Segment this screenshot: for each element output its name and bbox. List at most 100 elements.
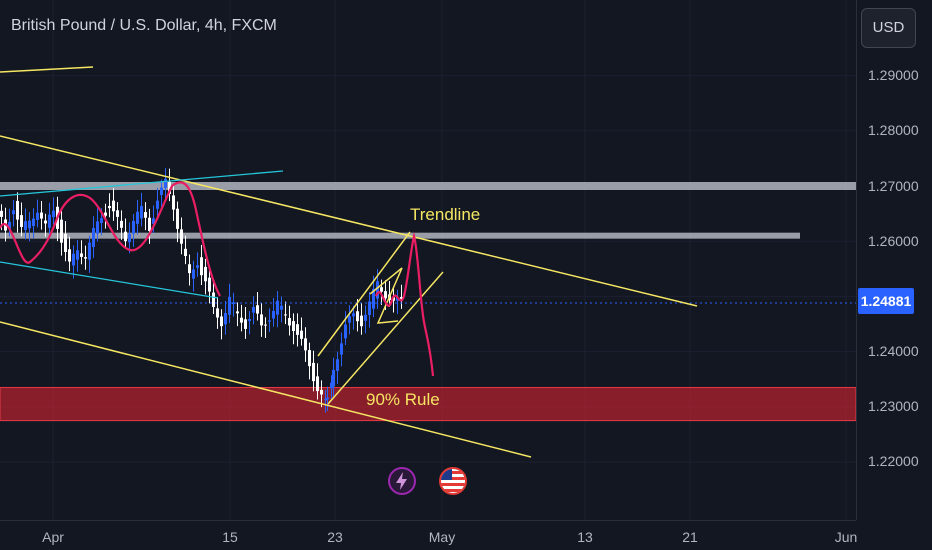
- candle-body: [24, 221, 27, 230]
- trendline-label[interactable]: Trendline: [410, 205, 481, 224]
- top-left-trendline: [0, 66, 94, 73]
- candle-body: [84, 257, 87, 259]
- candle-body: [32, 218, 35, 227]
- drawing-tools[interactable]: [0, 66, 856, 458]
- candle-body: [36, 212, 39, 220]
- candle-body: [148, 217, 151, 231]
- candle-body: [236, 311, 239, 314]
- candle-body: [392, 297, 395, 301]
- candle-body: [308, 350, 311, 367]
- price-tick-label: 1.27000: [868, 178, 919, 194]
- price-tick-label: 1.29000: [868, 67, 919, 83]
- candle-body: [96, 221, 99, 234]
- time-tick-label: 13: [577, 529, 593, 545]
- candle-body: [196, 265, 199, 268]
- time-tick-label: Apr: [42, 529, 64, 545]
- candle-body: [326, 397, 329, 400]
- candle-body: [52, 210, 55, 218]
- candle-body: [40, 212, 43, 219]
- candle-body: [12, 210, 15, 215]
- candle-body: [88, 242, 91, 260]
- candle-body: [60, 219, 63, 243]
- candle-body: [348, 316, 351, 323]
- candle-body: [124, 231, 127, 242]
- time-tick-label: 21: [682, 529, 698, 545]
- candle-body: [312, 362, 315, 382]
- candle-body: [208, 277, 211, 292]
- candle-body: [76, 250, 79, 260]
- candle-body: [0, 210, 3, 217]
- candle-body: [164, 178, 167, 188]
- candle-body: [260, 314, 263, 326]
- candle-body: [172, 195, 175, 210]
- candle-body: [44, 220, 47, 224]
- projection-curve-right: [374, 231, 435, 377]
- candle-body: [248, 318, 251, 322]
- candle-body: [320, 389, 323, 395]
- candle-body: [316, 376, 319, 392]
- candle-body: [184, 248, 187, 257]
- upper-trendline: [0, 135, 698, 307]
- candle-body: [296, 324, 299, 335]
- candle-body: [340, 343, 343, 355]
- rule-label[interactable]: 90% Rule: [366, 390, 440, 409]
- candle-body: [168, 181, 171, 194]
- resistance-band: [0, 182, 856, 190]
- time-tick-label: Jun: [834, 529, 858, 545]
- lightning-glyph: [396, 472, 407, 490]
- currency-button[interactable]: USD: [861, 8, 916, 48]
- time-axis[interactable]: [0, 520, 856, 550]
- lower-trendline: [0, 321, 532, 458]
- candle-body: [330, 382, 333, 389]
- candle-body: [356, 311, 359, 322]
- symbol-title: British Pound / U.S. Dollar, 4h, FXCM: [11, 17, 277, 34]
- candle-body: [120, 220, 123, 228]
- price-tick-label: 1.28000: [868, 122, 919, 138]
- candle-body: [384, 291, 387, 299]
- candle-body: [364, 314, 367, 321]
- candle-body: [64, 233, 67, 252]
- candle-body: [336, 359, 339, 371]
- candle-body: [380, 287, 383, 292]
- us-flag-icon[interactable]: [439, 467, 467, 495]
- candle-body: [264, 324, 267, 326]
- candle-body: [324, 399, 327, 401]
- candle-body: [16, 200, 19, 220]
- candle-body: [188, 264, 191, 274]
- cyan-line-lower: [0, 261, 219, 299]
- candle-body: [288, 318, 291, 326]
- lightning-icon[interactable]: [388, 467, 416, 495]
- time-tick-label: 15: [222, 529, 238, 545]
- chart-grid: [0, 0, 856, 520]
- price-tick-label: 1.24000: [868, 343, 919, 359]
- time-tick-label: 23: [327, 529, 343, 545]
- candle-body: [232, 302, 235, 305]
- price-tick-label: 1.26000: [868, 233, 919, 249]
- candles-series: [0, 168, 403, 413]
- candle-body: [400, 297, 403, 299]
- candle-body: [220, 316, 223, 327]
- candle-body: [108, 205, 111, 209]
- candle-body: [368, 301, 371, 315]
- price-zones: [0, 182, 857, 422]
- candle-body: [280, 305, 283, 310]
- candle-body: [332, 369, 335, 387]
- candle-body: [20, 215, 23, 227]
- candle-body: [228, 296, 231, 315]
- candle-body: [352, 313, 355, 317]
- time-tick-label: May: [428, 529, 456, 545]
- candle-body: [212, 292, 215, 307]
- candle-body: [156, 200, 159, 209]
- candle-body: [72, 253, 75, 266]
- candle-body: [112, 200, 115, 212]
- candle-body: [204, 266, 207, 282]
- price-axis[interactable]: [856, 0, 932, 520]
- candle-body: [92, 228, 95, 248]
- us-flag-glyph: [441, 469, 465, 493]
- candle-body: [360, 315, 363, 327]
- candle-body: [180, 229, 183, 244]
- candle-body: [372, 288, 375, 309]
- candle-body: [144, 212, 147, 218]
